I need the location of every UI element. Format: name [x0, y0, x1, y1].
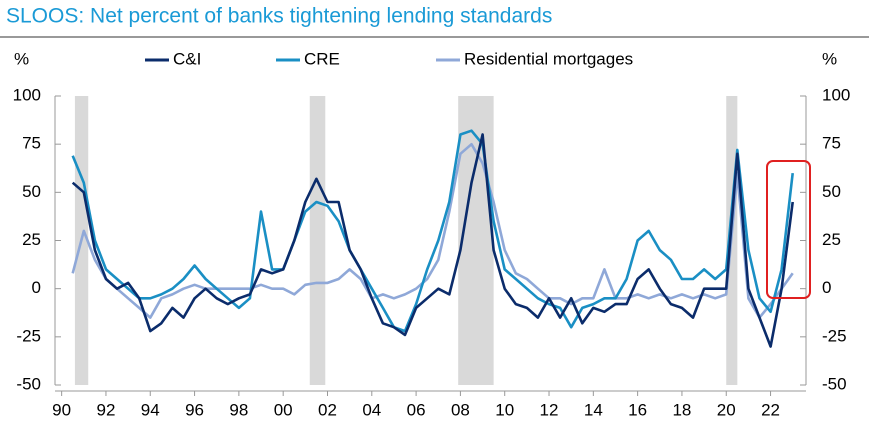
x-tick-label: 06 [407, 400, 426, 419]
y2-tick-label: -50 [822, 374, 847, 393]
y2-tick-label: 0 [822, 278, 831, 297]
y-tick-label: 75 [22, 134, 41, 153]
y-tick-label: -25 [16, 326, 41, 345]
y-tick-label: 0 [32, 278, 41, 297]
plot-area: -50 -25 0 25 50 75 100 -50 -25 0 25 50 75 100 90 92 94 96… [13, 85, 851, 419]
x-tick-label: 04 [362, 400, 381, 419]
recession-band [309, 96, 326, 385]
x-tick-label: 90 [52, 400, 71, 419]
x-tick-label: 18 [672, 400, 691, 419]
y-tick-label: 25 [22, 230, 41, 249]
legend-label: CRE [304, 49, 340, 68]
x-tick-label: 14 [584, 400, 603, 419]
x-tick-label: 92 [96, 400, 115, 419]
y2-unit-label: % [822, 49, 837, 68]
y2-tick-label: -25 [822, 326, 847, 345]
x-tick-label: 20 [717, 400, 736, 419]
x-tick-label: 10 [495, 400, 514, 419]
line-series [71, 133, 794, 348]
x-tick-label: 12 [540, 400, 559, 419]
chart-title: SLOOS: Net percent of banks tightening l… [6, 5, 552, 28]
x-tick-label: 00 [274, 400, 293, 419]
legend-label: Residential mortgages [464, 49, 633, 68]
recession-band [458, 96, 494, 385]
y-unit-label: % [14, 49, 29, 68]
y-tick-label: 100 [13, 85, 41, 104]
y2-tick-label: 75 [822, 134, 841, 153]
x-tick-label: 02 [318, 400, 337, 419]
x-tick-label: 08 [451, 400, 470, 419]
line-series [71, 142, 794, 319]
y-tick-label: -50 [16, 374, 41, 393]
y2-tick-label: 100 [822, 85, 850, 104]
x-tick-label: 22 [761, 400, 780, 419]
line-series [71, 129, 794, 333]
y-tick-label: 50 [22, 182, 41, 201]
x-tick-label: 98 [229, 400, 248, 419]
legend-label: C&I [173, 49, 201, 68]
y2-tick-label: 50 [822, 182, 841, 201]
x-tick-label: 96 [185, 400, 204, 419]
x-tick-label: 16 [628, 400, 647, 419]
x-tick-label: 94 [141, 400, 160, 419]
highlight-box [766, 160, 811, 299]
y2-tick-label: 25 [822, 230, 841, 249]
